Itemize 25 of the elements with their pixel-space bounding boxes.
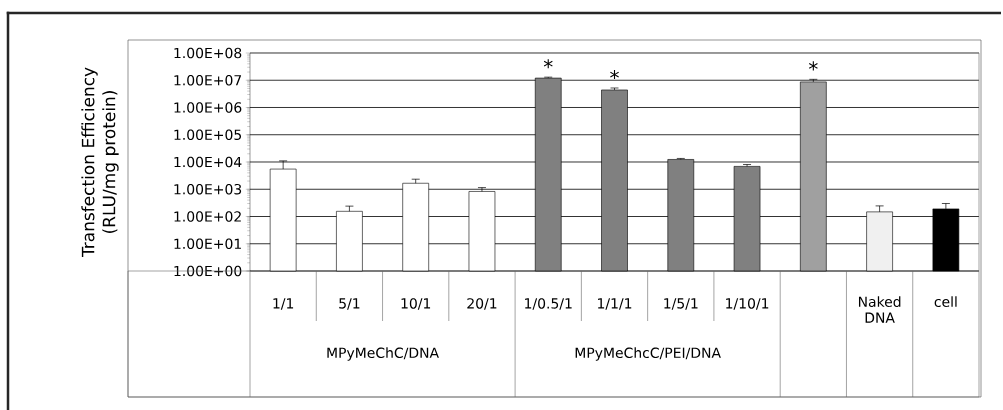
x-tick-label: 1/1/1 (598, 298, 632, 310)
x-tick-label: 1/0.5/1 (525, 298, 572, 310)
y-tick-label: 1.00E+04 (174, 156, 242, 168)
y-tick-label: 1.00E+05 (174, 129, 242, 141)
x-tick-label: 1/5/1 (664, 298, 698, 310)
text: MPyMeChC/DNA (327, 347, 439, 361)
y-tick-label: 1.00E+00 (174, 265, 242, 277)
x-tick-label: 1/10/1 (726, 298, 769, 310)
y-tick-label: 1.00E+08 (174, 47, 242, 59)
x-tick-label: 1/1 (273, 298, 294, 310)
y-tick-label: 1.00E+02 (174, 211, 241, 222)
x-tick-label: cell (934, 296, 957, 307)
y-tick-label: 1.00E+07 (174, 74, 242, 86)
y-tick-label: 1.00E+03 (174, 183, 242, 195)
data-label: * (610, 70, 619, 80)
x-tick-label: Naked DNA (858, 296, 901, 323)
x-tick-label: 10/1 (401, 298, 431, 310)
x-tick-label: 5/1 (339, 298, 360, 310)
data-label: * (808, 61, 818, 71)
y-tick-label: 1.00E+06 (174, 102, 242, 113)
x-tick-label: 20/1 (467, 298, 497, 310)
text: MPyMeChcC/PEI/DNA (575, 347, 721, 361)
y-tick-label: 1.00E+01 (174, 238, 241, 250)
y-axis-title: Transfection Efficiency (RLU/mg protein) (81, 67, 119, 258)
data-label: * (543, 59, 553, 69)
